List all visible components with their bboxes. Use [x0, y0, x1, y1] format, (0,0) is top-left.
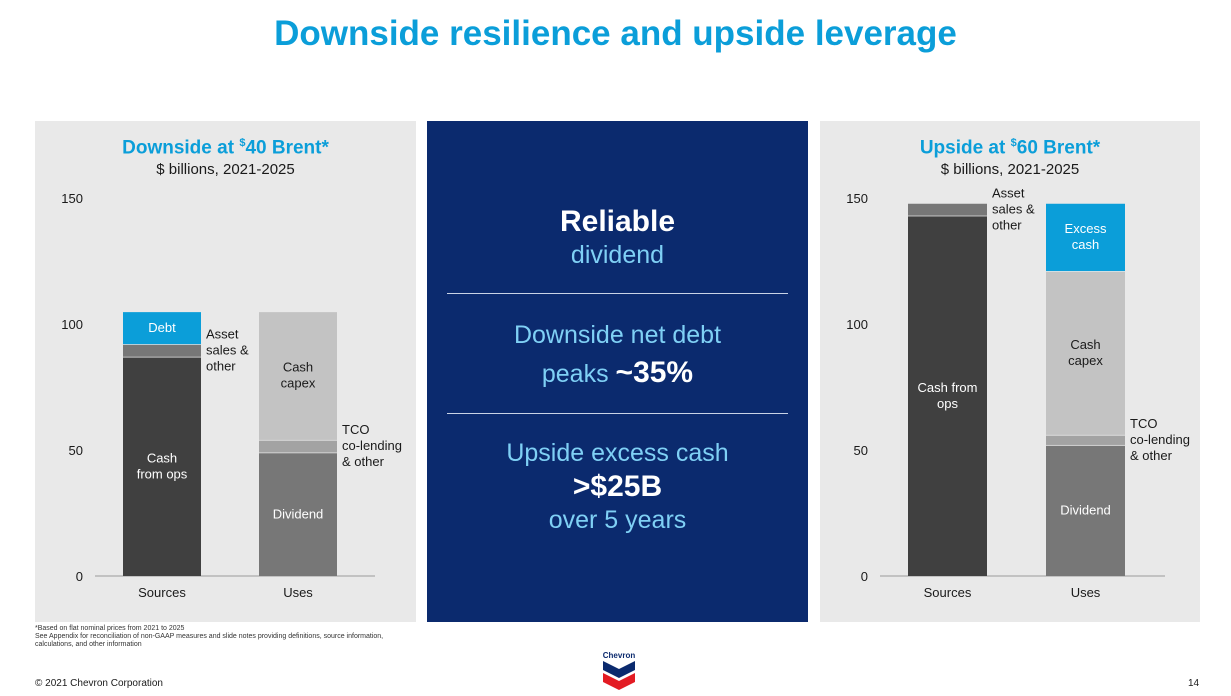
segment-label: Cash capex	[281, 360, 316, 391]
y-tick-label: 0	[76, 569, 83, 584]
reliable-dividend-block: Reliable dividend	[427, 205, 808, 270]
upside-panel-title: Upside at $60 Brent*	[919, 137, 1101, 159]
footnote-line: See Appendix for reconciliation of non-G…	[35, 633, 384, 648]
x-tick-label: Sources	[138, 585, 186, 600]
dividend-text: dividend	[570, 241, 665, 269]
segment-label: Cash from ops	[918, 380, 978, 411]
segment-label: Dividend	[273, 506, 324, 521]
y-tick-label: 100	[846, 317, 868, 332]
chevron-logo: Chevron	[603, 651, 636, 690]
page-number: 14	[1188, 678, 1200, 689]
segment-label: Excess cash	[1065, 221, 1107, 252]
bar-segment	[1046, 203, 1125, 272]
x-tick-label: Uses	[1071, 585, 1101, 600]
svg-text:Chevron: Chevron	[603, 651, 636, 660]
net-debt-line1: Downside net debt	[513, 321, 722, 349]
segment-label: Debt	[148, 320, 176, 335]
bar-segment	[908, 215, 987, 576]
bar-segment	[259, 452, 337, 576]
excess-cash-block: Upside excess cash >$25B over 5 years	[427, 439, 808, 535]
x-tick-label: Sources	[924, 585, 972, 600]
copyright: © 2021 Chevron Corporation	[35, 678, 163, 689]
y-tick-label: 150	[61, 191, 83, 206]
excess-cash-line1: Upside excess cash	[506, 439, 729, 467]
bar-segment	[1046, 434, 1125, 445]
upside-panel-subtitle: $ billions, 2021-2025	[940, 161, 1080, 178]
bar-segment	[259, 439, 337, 453]
y-tick-label: 0	[861, 569, 868, 584]
y-tick-label: 50	[69, 443, 83, 458]
segment-label: Cash capex	[1068, 337, 1103, 368]
segment-label: Asset sales & other	[206, 326, 249, 373]
upside-panel: Upside at $60 Brent* $ billions, 2021-20…	[820, 121, 1200, 622]
downside-panel-subtitle: $ billions, 2021-2025	[156, 161, 295, 178]
upside-chart: 0 50 100 150 Cash from ops Asset sales & other So…	[846, 185, 1190, 600]
segment-label: Dividend	[1060, 502, 1111, 517]
net-debt-block: Downside net debt peaks ~35%	[427, 321, 808, 390]
bar-segment	[908, 203, 987, 216]
divider	[447, 413, 788, 414]
excess-cash-line3: over 5 years	[548, 506, 687, 534]
downside-panel: Downside at $40 Brent* $ billions, 2021-…	[35, 121, 416, 622]
y-tick-label: 100	[61, 317, 83, 332]
divider	[447, 293, 788, 294]
segment-label: TCO co-lending & other	[342, 422, 402, 469]
bar-segment	[1046, 271, 1125, 435]
segment-label: Cash from ops	[137, 450, 188, 481]
downside-chart: 0 50 100 150 Cash from ops Asset sales & other De…	[61, 191, 402, 600]
footnote: *Based on flat nominal prices from 2021 …	[35, 625, 415, 649]
segment-label: Asset sales & other	[992, 185, 1035, 232]
y-tick-label: 50	[854, 443, 868, 458]
excess-cash-amount: >$25B	[572, 470, 663, 503]
bar-segment	[1046, 444, 1125, 576]
segment-label: TCO co-lending & other	[1130, 416, 1190, 463]
net-debt-line2: peaks ~35%	[541, 356, 694, 389]
bar-segment	[259, 311, 337, 440]
bar-segment	[123, 356, 201, 576]
slide-title: Downside resilience and upside leverage	[274, 14, 957, 53]
bar-segment	[123, 311, 201, 345]
bar-segment	[123, 344, 201, 357]
x-tick-label: Uses	[283, 585, 313, 600]
key-messages-panel: Reliable dividend Downside net debt peak…	[427, 121, 808, 622]
reliable-text: Reliable	[559, 205, 676, 238]
downside-panel-title: Downside at $40 Brent*	[122, 137, 329, 159]
footnote-line: *Based on flat nominal prices from 2021 …	[35, 625, 185, 632]
y-tick-label: 150	[846, 191, 868, 206]
